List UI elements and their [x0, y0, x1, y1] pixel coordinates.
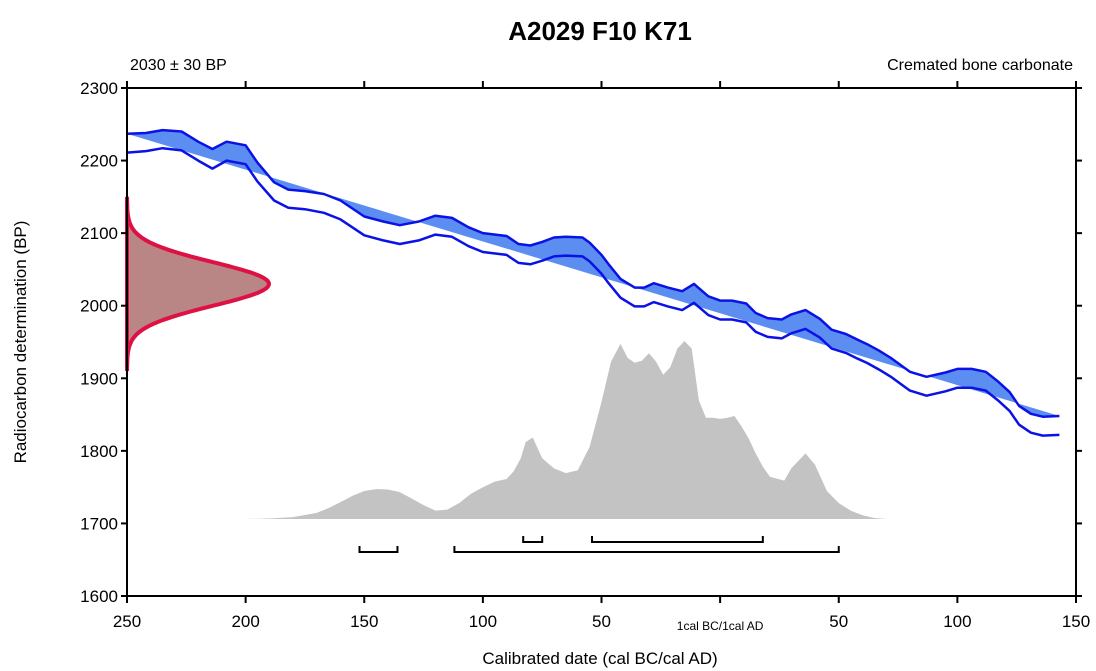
calibrated-distribution-area — [245, 341, 887, 519]
chart-title: A2029 F10 K71 — [508, 16, 692, 46]
x-tick-label: 150 — [1062, 612, 1090, 631]
material-label: Cremated bone carbonate — [887, 57, 1073, 74]
x-tick-label: 200 — [231, 612, 259, 631]
y-tick-label: 2000 — [80, 297, 118, 316]
calibration-curve-lower-line — [126, 146, 1060, 437]
radiocarbon-distribution-area — [127, 196, 269, 371]
y-tick-label: 2300 — [80, 79, 118, 98]
axes-layer: 1600 1700 1800 1900 2000 2100 2200 2300 250 200 15… — [80, 79, 1090, 633]
calibrated-distribution-layer — [245, 341, 887, 519]
y-tick-label: 2200 — [80, 152, 118, 171]
plot-frame — [126, 87, 1077, 597]
y-tick-label: 1600 — [80, 587, 118, 606]
x-tick-label: 100 — [469, 612, 497, 631]
range-bar-95-4pct-3 — [453, 546, 840, 553]
range-bar-68-3pct-0 — [522, 536, 544, 543]
range-bar-95-4pct-2 — [358, 546, 399, 553]
y-tick-label: 2100 — [80, 224, 118, 243]
y-tick-label: 1700 — [80, 514, 118, 533]
x-tick-label: 250 — [113, 612, 141, 631]
x-tick-label: 100 — [943, 612, 971, 631]
measurement-label: 2030 ± 30 BP — [130, 57, 227, 74]
calibration-curve-layer — [126, 128, 1060, 437]
range-bar-68-3pct-1 — [591, 536, 764, 543]
x-axis-title: Calibrated date (cal BC/cal AD) — [482, 649, 717, 668]
x-tick-label: 150 — [350, 612, 378, 631]
radiocarbon-distribution-layer — [125, 196, 271, 372]
range-bars-layer — [358, 536, 840, 553]
x-tick-label: 1cal BC/1cal AD — [677, 619, 764, 633]
x-tick-label: 50 — [592, 612, 611, 631]
y-tick-label: 1900 — [80, 369, 118, 388]
calibration-curve-upper-line — [126, 128, 1060, 418]
radiocarbon-distribution-outline — [125, 196, 271, 372]
x-tick-label: 50 — [829, 612, 848, 631]
y-tick-label: 1800 — [80, 442, 118, 461]
y-axis-title: Radiocarbon determination (BP) — [11, 221, 30, 464]
